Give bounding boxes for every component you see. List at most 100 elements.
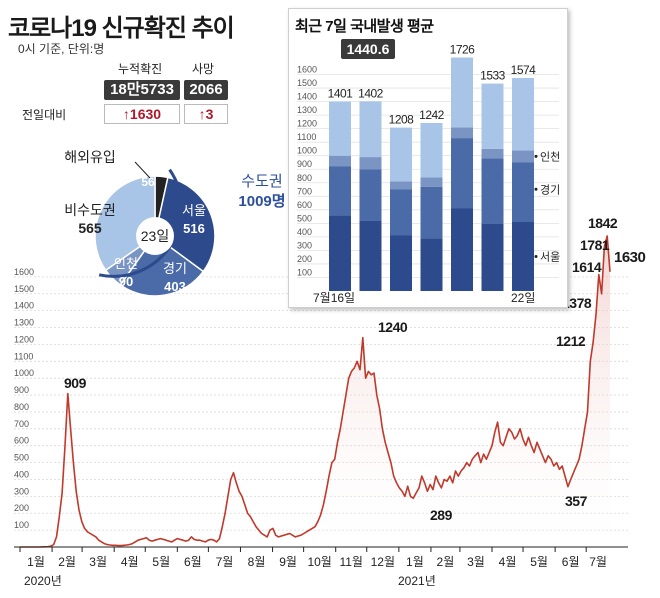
y-tick-label: 400 bbox=[14, 469, 29, 479]
bar-y-tick-label: 700 bbox=[297, 186, 312, 196]
bar-total-label: 1401 bbox=[328, 86, 354, 100]
weekly-average-inset: 최근 7일 국내발생 평균 1440.6 100 200 300 400 500 600 7… bbox=[288, 8, 568, 308]
y-tick-label: 1100 bbox=[14, 351, 33, 361]
y-tick-label: 1200 bbox=[14, 334, 34, 344]
y-tick-label: 300 bbox=[14, 486, 29, 496]
peak-annotation: 1378 bbox=[562, 295, 592, 311]
bar-segment bbox=[512, 222, 534, 291]
x-tick-label: 6월 bbox=[562, 555, 580, 569]
bar-y-tick-label: 1100 bbox=[297, 132, 316, 142]
bar-segment bbox=[329, 101, 351, 156]
bar-y-tick-label: 600 bbox=[297, 200, 312, 210]
pie-center-hole bbox=[136, 217, 174, 255]
legend-label: 경기 bbox=[540, 183, 560, 196]
y-tick-label: 200 bbox=[14, 503, 29, 513]
region-pie-chart: 23일 서울 516 경기 403 인천 90 비수도권 565 해외유입 56 수도권 1009명 bbox=[64, 149, 286, 297]
legend-label: 서울 bbox=[540, 251, 560, 264]
peak-annotation: 1614 bbox=[572, 259, 602, 275]
bar-total-label: 1533 bbox=[480, 69, 506, 83]
daily-change-label: 전일대비 bbox=[22, 108, 67, 122]
y-tick-label: 500 bbox=[14, 453, 29, 463]
bar-segment bbox=[420, 238, 443, 291]
pie-label: 516 bbox=[183, 221, 205, 236]
bar-segment bbox=[481, 158, 504, 224]
pie-slice bbox=[119, 234, 205, 297]
line-chart-area bbox=[20, 236, 610, 547]
legend-dot bbox=[534, 187, 538, 191]
x-tick-label: 5월 bbox=[152, 555, 170, 569]
bar-total-label: 1574 bbox=[511, 63, 537, 77]
peak-annotation: 909 bbox=[64, 375, 87, 391]
x-tick-label: 1월 bbox=[406, 555, 424, 569]
bar-segment bbox=[481, 223, 504, 291]
x-tick-label: 7월 bbox=[589, 555, 607, 569]
x-tick-label: 2월 bbox=[58, 555, 76, 569]
pie-label: 서울 bbox=[182, 203, 206, 218]
pie-slice bbox=[154, 176, 216, 273]
peak-annotation: 357 bbox=[565, 493, 588, 509]
line-chart-series bbox=[20, 235, 611, 548]
peak-annotation: 289 bbox=[430, 507, 453, 523]
bar-segment bbox=[390, 181, 412, 190]
year-label-2021: 2021년 bbox=[398, 574, 436, 588]
bar-segment bbox=[359, 157, 382, 170]
y-tick-label: 1500 bbox=[14, 284, 34, 294]
x-tick-label: 12월 bbox=[371, 555, 395, 569]
bar-segment bbox=[512, 162, 534, 222]
peak-annotation: 1781 bbox=[580, 237, 610, 253]
deaths-delta: ↑3 bbox=[184, 104, 228, 124]
bar-y-tick-label: 200 bbox=[297, 254, 312, 264]
pie-label: 1009명 bbox=[238, 192, 285, 210]
bar-segment bbox=[390, 235, 412, 291]
bar-y-tick-label: 500 bbox=[297, 213, 312, 223]
bar-segment bbox=[451, 127, 473, 139]
page-title: 코로나19 신규확진 추이 bbox=[8, 15, 235, 42]
pie-label: 인천 bbox=[114, 256, 138, 271]
bar-y-tick-label: 900 bbox=[297, 159, 312, 169]
bar-y-tick-label: 1300 bbox=[297, 105, 317, 115]
bar-segment bbox=[390, 127, 412, 182]
bar-segment bbox=[329, 166, 351, 216]
bar-segment bbox=[329, 215, 351, 291]
bar-y-tick-label: 1200 bbox=[297, 119, 317, 129]
bar-total-label: 1402 bbox=[358, 86, 384, 100]
y-tick-label: 1300 bbox=[14, 318, 34, 328]
bar-segment bbox=[451, 57, 473, 128]
pie-label: 56 bbox=[141, 175, 155, 189]
overseas-leader-line bbox=[134, 161, 151, 179]
x-tick-label: 8월 bbox=[248, 555, 266, 569]
pie-label: 90 bbox=[119, 274, 133, 289]
page-subtitle: 0시 기준, 단위:명 bbox=[18, 42, 105, 56]
y-tick-label: 1000 bbox=[14, 368, 34, 378]
weekly-bar-chart: 100 200 300 400 500 600 700 800 900 1000 1100 1200 1… bbox=[297, 42, 560, 305]
year-label-2020: 2020년 bbox=[24, 574, 62, 588]
y-tick-label: 900 bbox=[14, 385, 29, 395]
legend-label: 인천 bbox=[540, 149, 560, 163]
bar-total-label: 1208 bbox=[389, 113, 415, 127]
bar-y-tick-label: 800 bbox=[297, 173, 312, 183]
bar-y-tick-label: 1400 bbox=[297, 92, 317, 102]
y-tick-label: 800 bbox=[14, 402, 29, 412]
x-tick-label: 4월 bbox=[121, 555, 139, 569]
weekly-average-value: 1440.6 bbox=[341, 39, 395, 59]
bar-y-tick-label: 1600 bbox=[297, 65, 317, 75]
bar-segment bbox=[481, 83, 504, 149]
bar-y-tick-label: 400 bbox=[297, 227, 312, 237]
bar-segment bbox=[512, 78, 534, 151]
pie-label: 403 bbox=[164, 279, 186, 294]
x-tick-label: 5월 bbox=[530, 555, 548, 569]
y-tick-label: 600 bbox=[14, 436, 29, 446]
inset-title: 최근 7일 국내발생 평균 bbox=[295, 18, 434, 35]
legend-dot bbox=[534, 154, 538, 158]
pie-slice bbox=[94, 175, 156, 272]
x-tick-label: 1월 bbox=[27, 555, 45, 569]
deaths-value: 2066 bbox=[184, 80, 228, 100]
bar-x-start-label: 7월16일 bbox=[313, 291, 355, 305]
peak-annotation: 1212 bbox=[556, 333, 586, 349]
pie-label: 해외유입 bbox=[64, 149, 116, 165]
bar-y-tick-label: 100 bbox=[297, 267, 312, 277]
bar-segment bbox=[512, 150, 534, 163]
bar-segment bbox=[329, 155, 351, 167]
x-tick-label: 11월 bbox=[339, 555, 363, 569]
